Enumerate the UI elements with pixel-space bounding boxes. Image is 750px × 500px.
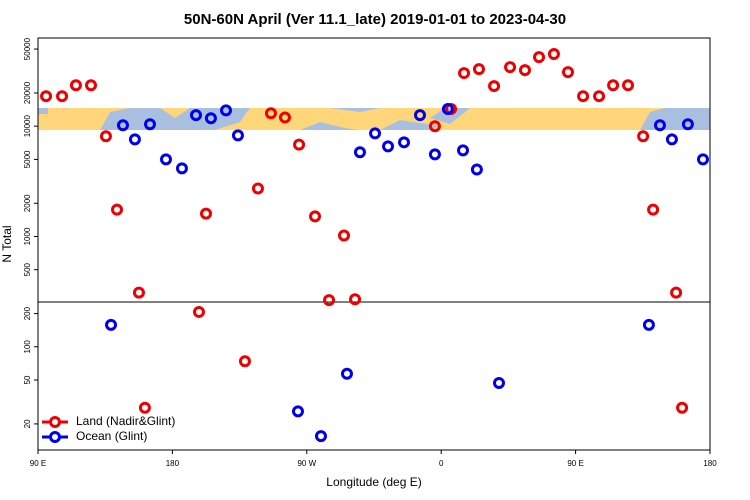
map-strip xyxy=(38,108,710,130)
y-tick-label: 20000 xyxy=(23,81,32,104)
chart-title: 50N-60N April (Ver 11.1_late) 2019-01-01… xyxy=(184,11,566,28)
point xyxy=(231,129,244,142)
x-tick-label: 90 E xyxy=(30,459,46,468)
x-tick-label: 180 xyxy=(703,459,717,468)
x-tick-label: 90 W xyxy=(297,459,316,468)
point xyxy=(251,182,264,195)
point xyxy=(40,90,53,103)
point xyxy=(622,79,635,92)
legend-label: Land (Nadir&Glint) xyxy=(76,414,175,428)
point xyxy=(200,207,212,220)
point xyxy=(314,430,327,443)
point xyxy=(110,203,123,216)
point xyxy=(488,80,501,93)
point xyxy=(105,318,118,331)
point xyxy=(56,90,69,103)
point xyxy=(159,153,172,166)
point xyxy=(647,203,660,216)
point xyxy=(264,107,277,120)
point xyxy=(369,127,382,140)
point xyxy=(670,286,683,299)
point xyxy=(504,61,517,74)
point xyxy=(85,79,98,92)
point xyxy=(593,90,606,103)
legend: Land (Nadir&Glint)Ocean (Glint) xyxy=(42,414,175,443)
point xyxy=(382,140,395,153)
point xyxy=(561,66,574,79)
point xyxy=(472,63,485,76)
point xyxy=(238,355,251,368)
point xyxy=(428,120,441,133)
x-tick-label: 180 xyxy=(166,459,180,468)
point xyxy=(492,376,505,389)
point xyxy=(458,67,471,80)
legend-marker xyxy=(49,416,61,428)
point xyxy=(293,138,306,151)
point xyxy=(323,294,336,307)
point xyxy=(278,111,291,124)
point xyxy=(353,146,366,159)
y-axis-label: N Total xyxy=(0,225,14,262)
point xyxy=(192,305,205,318)
legend-marker xyxy=(49,431,61,443)
point xyxy=(220,104,233,117)
x-tick-label: 0 xyxy=(439,459,444,468)
plot-frame xyxy=(37,37,711,451)
point xyxy=(457,144,470,157)
point xyxy=(116,119,129,132)
legend-label: Ocean (Glint) xyxy=(76,429,147,443)
point xyxy=(653,119,666,132)
point xyxy=(518,64,531,77)
point xyxy=(69,79,82,92)
point xyxy=(175,162,188,175)
point xyxy=(547,48,560,61)
point xyxy=(144,118,156,131)
point xyxy=(398,136,411,149)
point xyxy=(681,118,694,131)
point xyxy=(291,405,304,418)
x-axis-label: Longitude (deg E) xyxy=(326,475,421,489)
point xyxy=(132,286,145,299)
x-tick-label: 90 E xyxy=(567,459,583,468)
point xyxy=(349,293,362,306)
point xyxy=(642,318,655,331)
y-tick-label: 200 xyxy=(23,306,32,320)
y-tick-label: 10000 xyxy=(23,115,32,138)
point xyxy=(637,130,650,143)
point xyxy=(189,109,202,122)
point xyxy=(340,367,353,380)
point xyxy=(441,103,454,116)
point xyxy=(337,229,350,242)
y-tick-label: 5000 xyxy=(23,150,32,168)
point xyxy=(665,133,678,146)
point xyxy=(470,163,483,176)
point xyxy=(204,112,217,125)
y-tick-label: 50000 xyxy=(23,37,32,60)
point xyxy=(99,130,112,143)
point xyxy=(577,90,590,103)
point xyxy=(138,401,151,414)
point xyxy=(128,133,141,146)
y-tick-label: 500 xyxy=(23,262,32,276)
y-tick-label: 20 xyxy=(23,419,32,428)
y-tick-label: 1000 xyxy=(23,227,32,245)
point xyxy=(428,148,441,161)
point xyxy=(533,51,546,64)
point xyxy=(413,109,426,122)
y-tick-label: 100 xyxy=(23,340,32,354)
y-tick-label: 2000 xyxy=(23,194,32,212)
point xyxy=(607,79,620,92)
y-tick-label: 50 xyxy=(23,375,32,384)
point xyxy=(696,153,709,166)
point xyxy=(309,210,322,223)
point xyxy=(676,401,689,414)
